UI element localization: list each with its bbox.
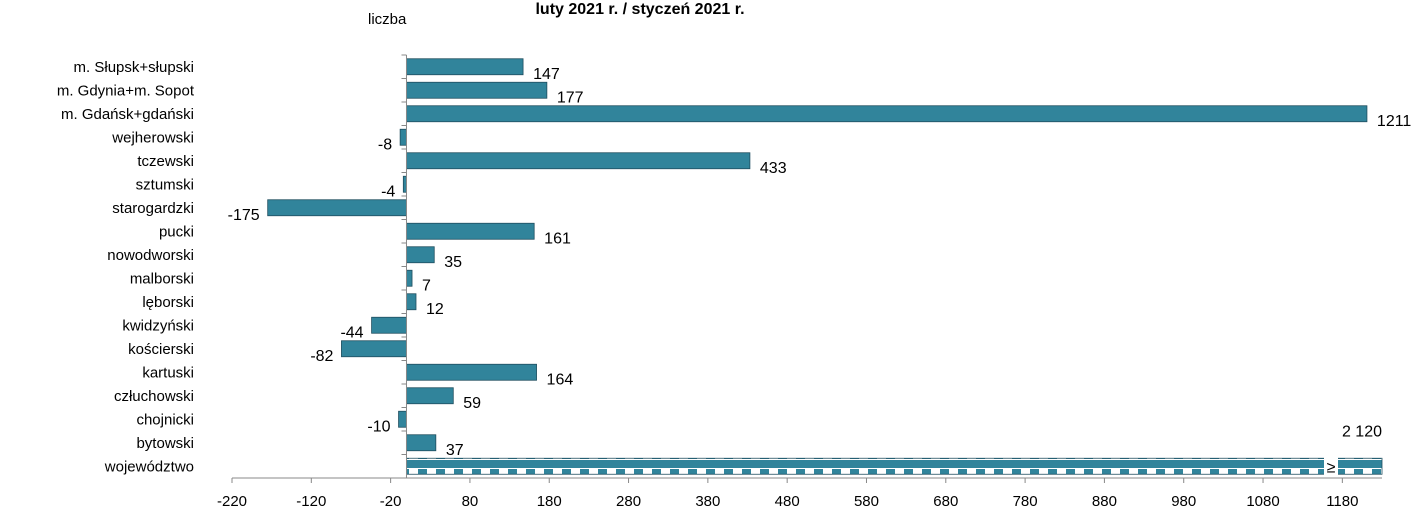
unit-label: liczba bbox=[368, 11, 407, 28]
data-label: 177 bbox=[557, 89, 584, 106]
bar bbox=[406, 105, 1368, 123]
category-labels-group: m. Słupsk+słupski m. Gdynia+m. Sopot m. Gd… bbox=[57, 59, 195, 476]
bar bbox=[406, 58, 524, 76]
bar bbox=[398, 410, 407, 428]
bar bbox=[406, 434, 437, 452]
data-label: -4 bbox=[381, 183, 395, 200]
bar bbox=[406, 457, 1383, 475]
data-label: 161 bbox=[544, 230, 571, 247]
x-tick-label: 880 bbox=[1092, 493, 1117, 510]
category-label: wejherowski bbox=[111, 129, 194, 146]
axes-group bbox=[231, 54, 1382, 483]
data-label: -175 bbox=[228, 207, 260, 224]
bar bbox=[341, 340, 407, 358]
data-label: 1211 bbox=[1377, 113, 1412, 130]
x-tick-label: 280 bbox=[616, 493, 641, 510]
category-label: nowodworski bbox=[107, 247, 194, 264]
bar bbox=[399, 128, 407, 146]
axis-break-gap bbox=[1324, 457, 1338, 476]
x-tick-label: -20 bbox=[380, 493, 402, 510]
category-label: kościerski bbox=[128, 341, 194, 358]
chart-title: luty 2021 r. / styczeń 2021 r. bbox=[535, 1, 744, 18]
data-label: -10 bbox=[367, 418, 390, 435]
x-tick-label: 1080 bbox=[1246, 493, 1279, 510]
data-label: 37 bbox=[446, 442, 464, 459]
category-label: tczewski bbox=[137, 153, 194, 170]
category-label: m. Gdańsk+gdański bbox=[61, 106, 194, 123]
data-labels-group: 147 177 1211 -8 433 -4 -175 161 35 7 12 -44 -82 164 59… bbox=[228, 66, 1412, 459]
category-label: województwo bbox=[104, 458, 194, 475]
data-label: 147 bbox=[533, 66, 560, 83]
axis-break-mark: ≥ bbox=[1327, 459, 1336, 476]
x-tick-label: 180 bbox=[537, 493, 562, 510]
data-label: 2 120 bbox=[1342, 423, 1382, 440]
bar bbox=[267, 199, 407, 217]
x-tick-label: 680 bbox=[933, 493, 958, 510]
data-label: -44 bbox=[340, 324, 363, 341]
category-label: lęborski bbox=[142, 294, 194, 311]
bar bbox=[406, 81, 548, 99]
x-tick-label: 580 bbox=[854, 493, 879, 510]
category-label: starogardzki bbox=[112, 200, 194, 217]
x-tick-label: 780 bbox=[1013, 493, 1038, 510]
bar bbox=[406, 222, 535, 240]
x-tick-label: -120 bbox=[296, 493, 326, 510]
data-label: -8 bbox=[378, 136, 392, 153]
bar bbox=[406, 387, 454, 405]
x-tick-label: 480 bbox=[775, 493, 800, 510]
category-label: pucki bbox=[159, 223, 194, 240]
category-label: m. Słupsk+słupski bbox=[74, 59, 194, 76]
category-label: bytowski bbox=[136, 435, 194, 452]
x-ticks-group: -220 -120 -20 80 180 280 380 480 580 680 780 880 980… bbox=[217, 493, 1358, 510]
category-label: chojnicki bbox=[136, 411, 194, 428]
data-label: 35 bbox=[444, 254, 462, 271]
bar bbox=[406, 152, 751, 170]
bars-group: ≥ bbox=[267, 58, 1383, 476]
bar bbox=[406, 246, 435, 264]
data-label: 164 bbox=[547, 371, 574, 388]
bar bbox=[406, 363, 537, 381]
data-label: 59 bbox=[463, 395, 481, 412]
category-label: człuchowski bbox=[114, 388, 194, 405]
x-tick-label: 380 bbox=[695, 493, 720, 510]
x-tick-label: 80 bbox=[462, 493, 479, 510]
data-label: 433 bbox=[760, 160, 787, 177]
bar bbox=[371, 316, 407, 334]
x-tick-label: 980 bbox=[1171, 493, 1196, 510]
bar bbox=[406, 269, 413, 287]
data-label: 7 bbox=[422, 277, 431, 294]
x-tick-label: -220 bbox=[217, 493, 247, 510]
bar bbox=[406, 293, 417, 311]
category-label: kwidzyński bbox=[122, 317, 194, 334]
category-label: kartuski bbox=[142, 364, 194, 381]
data-label: 12 bbox=[426, 301, 444, 318]
category-label: sztumski bbox=[136, 176, 194, 193]
category-label: m. Gdynia+m. Sopot bbox=[57, 82, 195, 99]
x-tick-label: 1180 bbox=[1326, 493, 1358, 510]
category-label: malborski bbox=[130, 270, 194, 287]
data-label: -82 bbox=[310, 348, 333, 365]
